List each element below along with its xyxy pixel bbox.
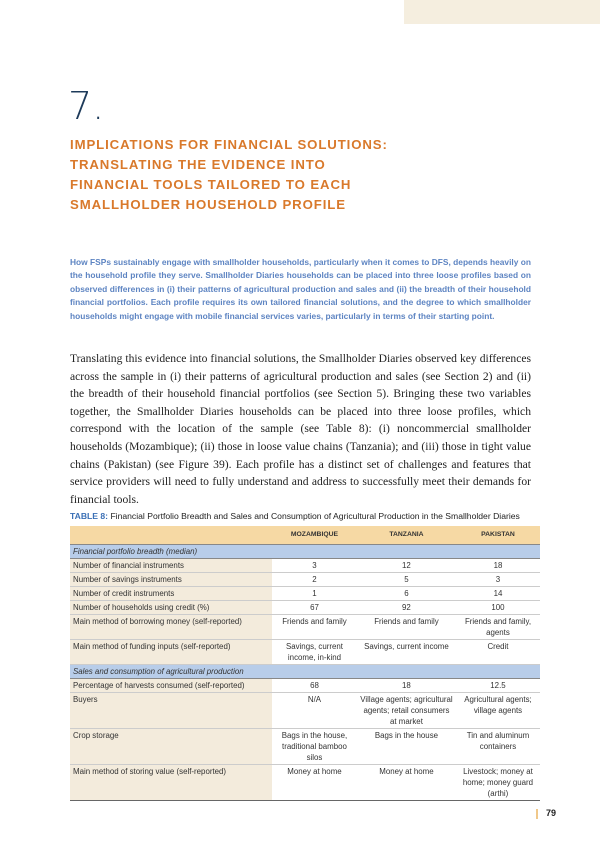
row-label: Buyers bbox=[70, 692, 272, 729]
table-row: Crop storage Bags in the house, tradition… bbox=[70, 728, 540, 765]
table-cell: 18 bbox=[455, 558, 540, 573]
table-row: Number of households using credit (%) 67 9… bbox=[70, 600, 540, 615]
table-caption: TABLE 8: Financial Portfolio Breadth and… bbox=[70, 511, 520, 521]
corner-decoration bbox=[404, 0, 600, 24]
table-cell: 14 bbox=[455, 586, 540, 601]
column-header: TANZANIA bbox=[356, 526, 456, 545]
row-label: Number of financial instruments bbox=[70, 558, 272, 573]
column-header: PAKISTAN bbox=[455, 526, 540, 545]
row-label: Main method of storing value (self-repor… bbox=[70, 764, 272, 801]
table-cell: Agricultural agents; village agents bbox=[455, 692, 540, 729]
table-cell: 92 bbox=[356, 600, 456, 615]
table-cell: 1 bbox=[272, 586, 357, 601]
table-label: TABLE 8: bbox=[70, 511, 109, 521]
table-cell: Village agents; agricultural agents; ret… bbox=[356, 692, 456, 729]
table-cell: 3 bbox=[272, 558, 357, 573]
table-cell: Tin and aluminum containers bbox=[455, 728, 540, 765]
table-cell: 12.5 bbox=[455, 678, 540, 693]
intro-paragraph: How FSPs sustainably engage with smallho… bbox=[70, 257, 531, 321]
table-cell: Credit bbox=[455, 639, 540, 665]
column-header: MOZAMBIQUE bbox=[272, 526, 357, 545]
table-row: Number of financial instruments 3 12 18 bbox=[70, 558, 540, 573]
table-title: Financial Portfolio Breadth and Sales an… bbox=[110, 511, 520, 521]
table-cell: Bags in the house, traditional bamboo si… bbox=[272, 728, 357, 765]
table-cell: Friends and family, agents bbox=[455, 614, 540, 640]
row-label: Crop storage bbox=[70, 728, 272, 765]
table-cell: Bags in the house bbox=[356, 728, 456, 765]
chapter-title: IMPLICATIONS FOR FINANCIAL SOLUTIONS: TR… bbox=[70, 137, 388, 212]
row-label: Number of credit instruments bbox=[70, 586, 272, 601]
row-label: Main method of borrowing money (self-rep… bbox=[70, 614, 272, 640]
section-title: Financial portfolio breadth (median) bbox=[70, 544, 540, 559]
table-cell: Livestock; money at home; money guard (a… bbox=[455, 764, 540, 801]
table-cell: 67 bbox=[272, 600, 357, 615]
table-cell: Money at home bbox=[272, 764, 357, 801]
row-label: Percentage of harvests consumed (self-re… bbox=[70, 678, 272, 693]
table-row: Number of credit instruments 1 6 14 bbox=[70, 586, 540, 601]
row-label: Number of households using credit (%) bbox=[70, 600, 272, 615]
body-paragraph: Translating this evidence into financial… bbox=[70, 352, 531, 506]
table-cell: 18 bbox=[356, 678, 456, 693]
table-cell: 6 bbox=[356, 586, 456, 601]
section-row: Sales and consumption of agricultural pr… bbox=[70, 664, 540, 679]
table-row: Main method of storing value (self-repor… bbox=[70, 764, 540, 801]
section-row: Financial portfolio breadth (median) bbox=[70, 544, 540, 559]
table-cell: N/A bbox=[272, 692, 357, 729]
table-row: Buyers N/A Village agents; agricultural ag… bbox=[70, 692, 540, 729]
table-cell: Savings, current income bbox=[356, 639, 456, 665]
table-cell: Money at home bbox=[356, 764, 456, 801]
chapter-number: 7. bbox=[68, 84, 105, 128]
page-number: 79 bbox=[536, 808, 556, 819]
table-row: Percentage of harvests consumed (self-re… bbox=[70, 678, 540, 693]
row-label: Main method of funding inputs (self-repo… bbox=[70, 639, 272, 665]
table-row: Main method of borrowing money (self-rep… bbox=[70, 614, 540, 640]
table-cell: 3 bbox=[455, 572, 540, 587]
table-row: Main method of funding inputs (self-repo… bbox=[70, 639, 540, 665]
table-cell: 68 bbox=[272, 678, 357, 693]
table-cell: 12 bbox=[356, 558, 456, 573]
table-row: Number of savings instruments 2 5 3 bbox=[70, 572, 540, 587]
page-marker bbox=[536, 808, 538, 819]
table-cell: Savings, current income, in-kind bbox=[272, 639, 357, 665]
row-label: Number of savings instruments bbox=[70, 572, 272, 587]
table-cell: Friends and family bbox=[356, 614, 456, 640]
table-cell: 5 bbox=[356, 572, 456, 587]
data-table: MOZAMBIQUE TANZANIA PAKISTAN Financial port… bbox=[70, 526, 540, 801]
section-title: Sales and consumption of agricultural pr… bbox=[70, 664, 540, 679]
page-number-text: 79 bbox=[546, 808, 557, 818]
table-cell: Friends and family bbox=[272, 614, 357, 640]
column-header bbox=[70, 526, 272, 545]
table-cell: 2 bbox=[272, 572, 357, 587]
table-cell: 100 bbox=[455, 600, 540, 615]
